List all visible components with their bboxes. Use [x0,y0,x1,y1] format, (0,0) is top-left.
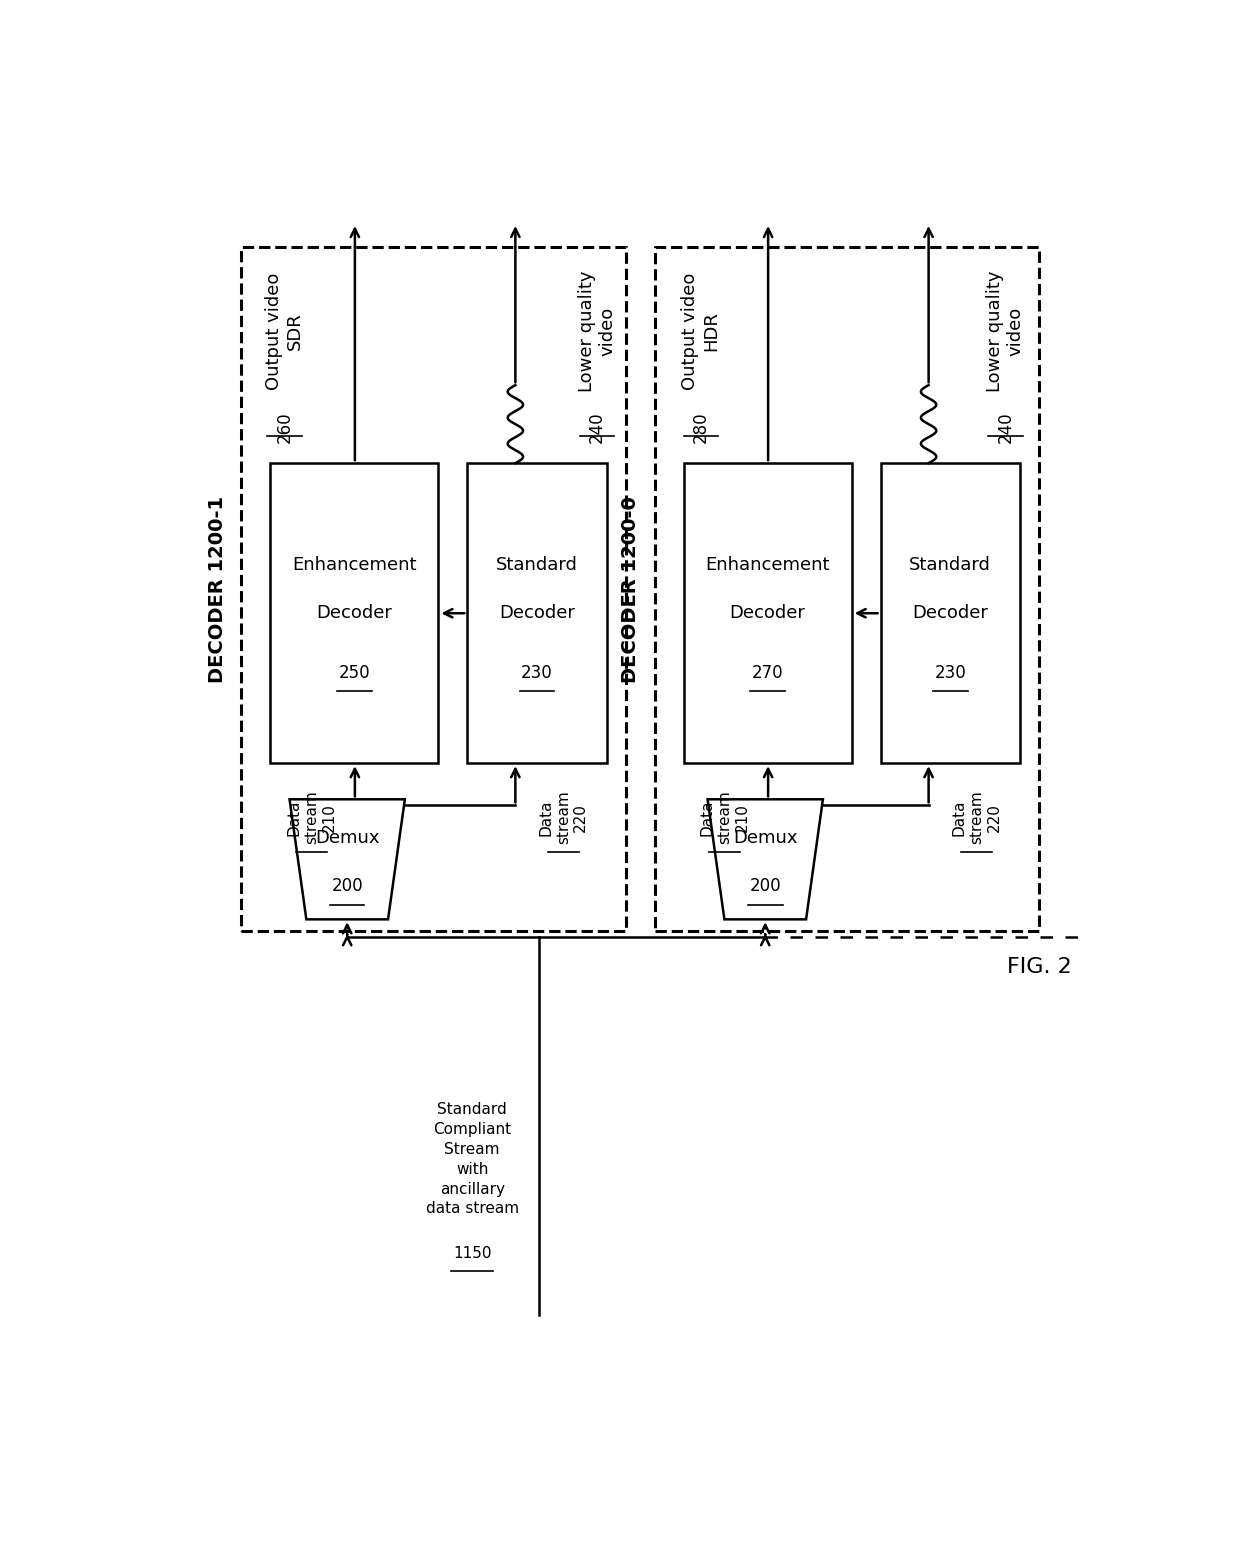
Polygon shape [708,800,823,920]
Text: 200: 200 [331,876,363,895]
Text: Data
stream
210: Data stream 210 [286,790,336,843]
Text: Standard: Standard [496,557,578,574]
Text: Output video
HDR: Output video HDR [682,273,720,390]
Text: Output video
SDR: Output video SDR [265,273,304,390]
Text: 280: 280 [692,412,709,443]
Text: 260: 260 [275,412,294,443]
Bar [270,463,439,764]
Text: 1150: 1150 [453,1246,491,1261]
Text: 250: 250 [339,664,371,683]
Text: FIG. 2: FIG. 2 [1007,957,1071,977]
Text: 230: 230 [935,664,966,683]
Text: 230: 230 [521,664,553,683]
Bar [880,463,1019,764]
Bar [467,463,606,764]
Text: DECODER 1200-1: DECODER 1200-1 [208,496,227,683]
Text: Enhancement: Enhancement [293,557,417,574]
Polygon shape [290,800,404,920]
Text: Data
stream
220: Data stream 220 [538,790,588,843]
Text: Decoder: Decoder [498,605,575,622]
Text: Decoder: Decoder [913,605,988,622]
Text: Lower quality
video: Lower quality video [986,270,1025,391]
Bar [683,463,852,764]
Text: Data
stream
210: Data stream 210 [699,790,750,843]
Text: Lower quality
video: Lower quality video [578,270,616,391]
Text: Decoder: Decoder [316,605,392,622]
Text: Standard: Standard [909,557,991,574]
Text: 200: 200 [749,876,781,895]
Text: DECODER 1200-0: DECODER 1200-0 [621,496,640,683]
Text: 270: 270 [751,664,784,683]
Text: Demux: Demux [733,829,797,847]
Text: Decoder: Decoder [729,605,806,622]
Text: Standard
Compliant
Stream
with
ancillary
data stream: Standard Compliant Stream with ancillary… [425,1102,518,1216]
Text: 240: 240 [997,412,1014,443]
Text: Demux: Demux [315,829,379,847]
Text: 240: 240 [588,412,606,443]
Text: Data
stream
220: Data stream 220 [952,790,1002,843]
Text: Enhancement: Enhancement [706,557,830,574]
